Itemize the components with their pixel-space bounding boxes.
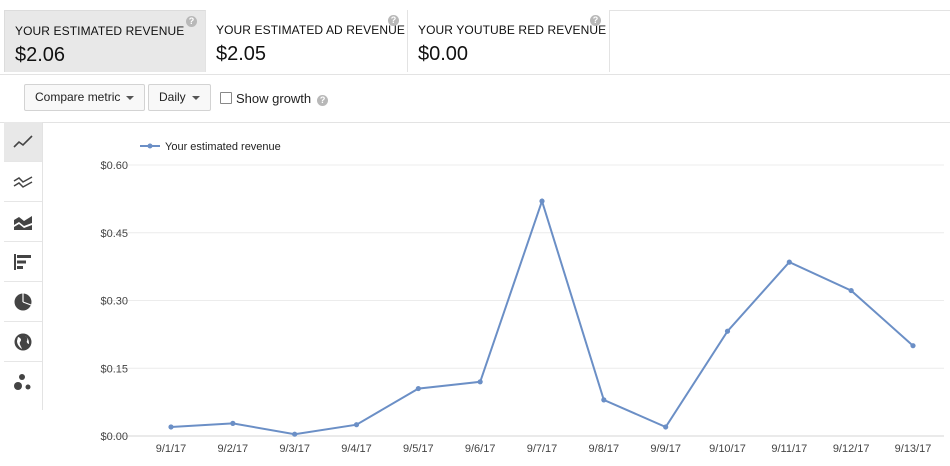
legend-marker bbox=[147, 143, 153, 149]
x-tick-label: 9/10/17 bbox=[709, 443, 746, 455]
help-icon[interactable]: ? bbox=[317, 95, 329, 106]
x-tick-label: 9/3/17 bbox=[279, 443, 310, 455]
metric-card-youtube-red-revenue[interactable]: YOUR YOUTUBE RED REVENUE $0.00 ? bbox=[408, 10, 610, 72]
x-tick-label: 9/1/17 bbox=[156, 443, 187, 455]
multi-line-chart-icon bbox=[13, 176, 33, 188]
x-tick-label: 9/12/17 bbox=[833, 443, 870, 455]
y-tick-label: $0.45 bbox=[100, 228, 128, 240]
x-tick-label: 9/2/17 bbox=[218, 443, 249, 455]
chart-type-stacked-area[interactable] bbox=[4, 202, 42, 242]
help-icon[interactable]: ? bbox=[590, 15, 601, 26]
y-tick-label: $0.00 bbox=[100, 431, 128, 443]
chart-type-sidebar bbox=[4, 122, 43, 410]
legend-label: Your estimated revenue bbox=[165, 141, 281, 153]
bubble-chart-icon bbox=[14, 374, 31, 390]
data-point[interactable] bbox=[477, 379, 483, 385]
x-tick-label: 9/6/17 bbox=[465, 443, 496, 455]
y-tick-label: $0.30 bbox=[100, 296, 128, 308]
chart-type-bubble[interactable] bbox=[4, 362, 42, 402]
data-point[interactable] bbox=[353, 422, 360, 428]
y-tick-label: $0.60 bbox=[100, 160, 128, 172]
chart-type-pie[interactable] bbox=[4, 282, 42, 322]
x-tick-label: 9/4/17 bbox=[341, 443, 372, 455]
x-tick-label: 9/13/17 bbox=[895, 443, 932, 455]
compare-metric-label: Compare metric bbox=[35, 90, 121, 104]
caret-down-icon bbox=[126, 95, 135, 100]
stacked-area-chart-icon bbox=[14, 216, 32, 230]
metric-card-placeholder bbox=[610, 10, 950, 72]
bar-chart-icon bbox=[14, 254, 31, 270]
data-point[interactable] bbox=[848, 287, 854, 294]
metric-card-title: YOUR ESTIMATED REVENUE bbox=[15, 24, 185, 38]
pie-chart-icon bbox=[14, 293, 32, 311]
x-tick-label: 9/11/17 bbox=[771, 443, 807, 455]
chart-type-line[interactable] bbox=[4, 122, 42, 162]
data-point[interactable] bbox=[539, 198, 545, 204]
x-tick-label: 9/9/17 bbox=[650, 443, 681, 455]
interval-dropdown[interactable]: Daily bbox=[148, 84, 211, 111]
caret-down-icon bbox=[191, 95, 200, 100]
help-icon[interactable]: ? bbox=[388, 15, 399, 26]
x-tick-label: 9/5/17 bbox=[403, 443, 434, 455]
show-growth-toggle[interactable]: Show growth? bbox=[220, 91, 329, 106]
data-point[interactable] bbox=[910, 343, 916, 349]
metric-cards: YOUR ESTIMATED REVENUE $2.06 ? YOUR ESTI… bbox=[0, 0, 950, 75]
y-tick-label: $0.15 bbox=[100, 363, 128, 375]
data-point[interactable] bbox=[601, 397, 607, 403]
metric-card-value: $0.00 bbox=[418, 43, 469, 65]
line-chart-icon bbox=[13, 135, 33, 148]
chart-type-bar[interactable] bbox=[4, 242, 42, 282]
metric-card-estimated-revenue[interactable]: YOUR ESTIMATED REVENUE $2.06 ? bbox=[4, 10, 206, 72]
chart-type-multi-line[interactable] bbox=[4, 162, 42, 202]
interval-label: Daily bbox=[159, 90, 186, 104]
metric-card-title: YOUR YOUTUBE RED REVENUE bbox=[418, 23, 607, 37]
chart-toolbar: Compare metric Daily Show growth? bbox=[0, 74, 950, 123]
compare-metric-button[interactable]: Compare metric bbox=[24, 84, 146, 111]
show-growth-label: Show growth bbox=[236, 91, 312, 106]
line-chart: $0.00 $0.15 $0.30 $0.45 $0.60 9/1/17 9/2/17 9/3… bbox=[100, 141, 944, 455]
data-point[interactable] bbox=[786, 259, 792, 265]
x-tick-label: 9/7/17 bbox=[527, 443, 558, 455]
data-point[interactable] bbox=[168, 424, 174, 430]
data-point[interactable] bbox=[724, 328, 731, 334]
x-tick-label: 9/8/17 bbox=[589, 443, 620, 455]
globe-icon bbox=[14, 333, 32, 351]
show-growth-checkbox[interactable] bbox=[220, 92, 232, 104]
revenue-chart: $0.00 $0.15 $0.30 $0.45 $0.60 9/1/17 9/2/17 9/3… bbox=[44, 122, 950, 461]
series-line bbox=[170, 197, 914, 436]
metric-card-ad-revenue[interactable]: YOUR ESTIMATED AD REVENUE $2.05 ? bbox=[206, 10, 408, 72]
metric-card-title: YOUR ESTIMATED AD REVENUE bbox=[216, 23, 405, 37]
data-point[interactable] bbox=[663, 424, 669, 430]
metric-card-value: $2.06 bbox=[15, 44, 66, 66]
metric-card-value: $2.05 bbox=[216, 43, 267, 65]
data-point[interactable] bbox=[292, 431, 298, 437]
data-point[interactable] bbox=[415, 385, 421, 392]
help-icon[interactable]: ? bbox=[186, 16, 197, 27]
chart-type-map[interactable] bbox=[4, 322, 42, 362]
data-point[interactable] bbox=[230, 420, 236, 426]
